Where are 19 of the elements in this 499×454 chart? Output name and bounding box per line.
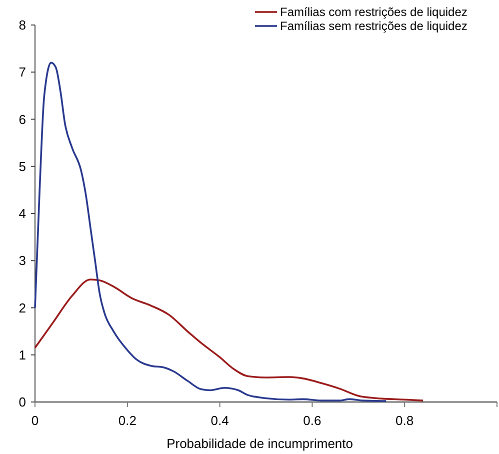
y-tick-label: 2 [18, 300, 26, 316]
y-tick-label: 8 [18, 18, 26, 33]
x-tick-label: 0 [31, 413, 39, 428]
line-series [34, 278, 424, 402]
line-series [34, 62, 388, 402]
legend-label: Famílias com restrições de liquidez [280, 5, 468, 20]
x-tick-label: 0.4 [210, 413, 229, 428]
y-tick-label: 7 [18, 64, 26, 80]
x-tick-label: 0.2 [118, 413, 136, 428]
x-axis-title: Probabilidade de incumprimento [166, 436, 354, 451]
y-tick-label: 6 [18, 112, 26, 127]
y-tick-label: 4 [18, 206, 26, 222]
legend-label: Famílias sem restrições de liquidez [280, 19, 468, 34]
x-tick-label: 0.8 [396, 413, 414, 428]
y-tick-label: 5 [18, 158, 26, 174]
x-tick-label: 0.6 [303, 413, 322, 428]
y-tick-label: 0 [18, 394, 26, 410]
y-tick-label: 3 [18, 253, 26, 268]
y-tick-label: 1 [18, 347, 26, 362]
